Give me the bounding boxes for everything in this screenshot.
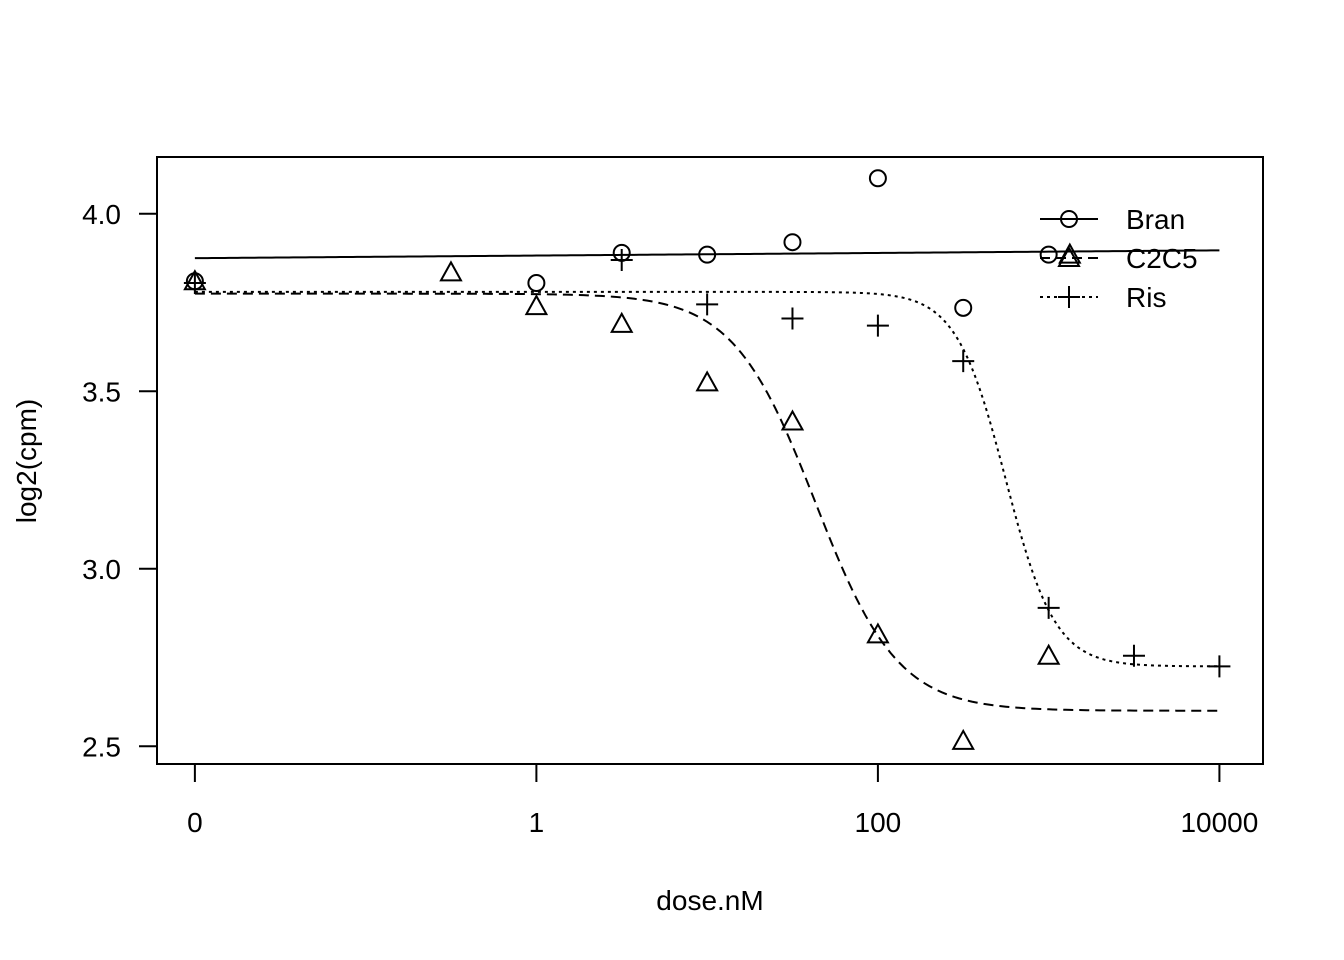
fit-line-bran xyxy=(194,249,1220,260)
legend-label-c2c5: C2C5 xyxy=(1126,243,1198,274)
y-tick-label: 4.0 xyxy=(82,199,121,230)
point-ris xyxy=(610,248,633,271)
point-ris xyxy=(1037,596,1060,619)
x-tick-label: 100 xyxy=(855,807,902,838)
fit-lines xyxy=(194,249,1220,712)
point-ris xyxy=(696,293,719,316)
point-ris xyxy=(183,272,206,295)
fit-line-c2c5 xyxy=(194,292,1220,712)
point-ris xyxy=(781,307,804,330)
legend-marker-bran xyxy=(1060,210,1078,228)
point-c2c5 xyxy=(524,294,549,316)
point-ris xyxy=(866,314,889,337)
y-tick-label: 3.0 xyxy=(82,554,121,585)
point-c2c5 xyxy=(610,311,634,333)
fit-line-ris xyxy=(194,290,1220,668)
x-tick-label: 0 xyxy=(187,807,203,838)
point-c2c5 xyxy=(1036,643,1061,665)
x-tick-label: 1 xyxy=(529,807,545,838)
data-points xyxy=(183,169,1231,750)
x-axis-label: dose.nM xyxy=(656,885,763,916)
legend-marker-c2c5 xyxy=(1057,245,1081,267)
legend: Bran C2C5 Ris xyxy=(1040,204,1198,313)
y-axis-label: log2(cpm) xyxy=(11,399,42,523)
point-ris xyxy=(952,350,975,373)
point-bran xyxy=(868,169,887,188)
point-ris xyxy=(1208,655,1231,678)
y-axis: 2.5 3.0 3.5 4.0 xyxy=(82,199,158,762)
point-c2c5 xyxy=(439,260,463,282)
y-tick-label: 3.5 xyxy=(82,376,121,407)
legend-marker-ris xyxy=(1058,286,1080,308)
point-bran xyxy=(698,245,717,264)
point-c2c5 xyxy=(695,370,719,392)
point-bran xyxy=(527,274,546,293)
point-bran xyxy=(954,298,973,317)
point-bran xyxy=(783,233,802,252)
point-c2c5 xyxy=(780,409,805,431)
x-tick-label: 10000 xyxy=(1180,807,1258,838)
point-c2c5 xyxy=(866,622,890,644)
x-axis: 0 1 100 10000 xyxy=(187,763,1258,838)
legend-label-ris: Ris xyxy=(1126,282,1166,313)
y-tick-label: 2.5 xyxy=(82,731,121,762)
point-c2c5 xyxy=(951,728,975,750)
point-bran xyxy=(1039,245,1058,264)
legend-label-bran: Bran xyxy=(1126,204,1185,235)
point-ris xyxy=(1122,644,1145,667)
